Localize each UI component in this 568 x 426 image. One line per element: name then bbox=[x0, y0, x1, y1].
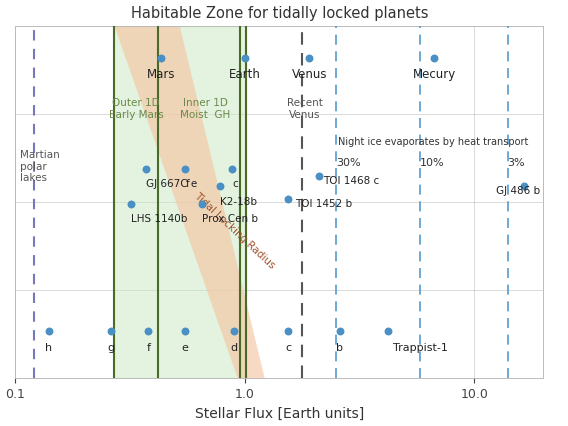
Text: b: b bbox=[336, 343, 344, 353]
Point bbox=[141, 165, 151, 172]
Text: 3%: 3% bbox=[508, 158, 525, 168]
Point bbox=[284, 195, 293, 202]
Point bbox=[314, 172, 323, 179]
Text: Mecury: Mecury bbox=[412, 68, 456, 81]
Title: Habitable Zone for tidally locked planets: Habitable Zone for tidally locked planet… bbox=[131, 6, 428, 20]
Text: c: c bbox=[232, 179, 238, 189]
Point bbox=[156, 54, 165, 61]
Bar bbox=[114, 26, 246, 378]
Text: f: f bbox=[147, 343, 151, 353]
Text: TOI 1452 b: TOI 1452 b bbox=[295, 199, 352, 208]
Text: LHS 1140b: LHS 1140b bbox=[131, 214, 187, 225]
Text: c: c bbox=[285, 343, 291, 353]
Point bbox=[181, 165, 190, 172]
Point bbox=[181, 327, 190, 334]
Point bbox=[520, 183, 529, 190]
Point bbox=[44, 327, 53, 334]
Text: d: d bbox=[231, 343, 238, 353]
Point bbox=[304, 54, 314, 61]
Text: Venus: Venus bbox=[291, 68, 327, 81]
Text: f: f bbox=[185, 179, 189, 189]
Point bbox=[284, 327, 293, 334]
X-axis label: Stellar Flux [Earth units]: Stellar Flux [Earth units] bbox=[195, 406, 364, 420]
Text: Inner 1D
Moist  GH: Inner 1D Moist GH bbox=[180, 98, 230, 120]
Text: Tidal Locking Radius: Tidal Locking Radius bbox=[192, 190, 277, 270]
Text: Night ice evaporates by heat transport: Night ice evaporates by heat transport bbox=[338, 138, 528, 147]
Text: Mars: Mars bbox=[147, 68, 175, 81]
Text: 10%: 10% bbox=[420, 158, 445, 168]
Text: TOI 1468 c: TOI 1468 c bbox=[323, 176, 379, 186]
Text: GJ 486 b: GJ 486 b bbox=[496, 186, 541, 196]
Text: Recent
Venus: Recent Venus bbox=[286, 98, 323, 120]
Point bbox=[430, 54, 439, 61]
Text: Earth: Earth bbox=[229, 68, 261, 81]
Point bbox=[228, 165, 237, 172]
Text: h: h bbox=[45, 343, 53, 353]
Point bbox=[336, 327, 345, 334]
Text: Trappist-1: Trappist-1 bbox=[392, 343, 448, 353]
Text: K2-18b: K2-18b bbox=[220, 197, 257, 207]
Point bbox=[127, 200, 136, 207]
Text: Outer 1D
Early Mars: Outer 1D Early Mars bbox=[108, 98, 163, 120]
Point bbox=[383, 327, 392, 334]
Point bbox=[144, 327, 153, 334]
Point bbox=[106, 327, 115, 334]
Point bbox=[230, 327, 239, 334]
Text: Prox.Cen b: Prox.Cen b bbox=[202, 214, 258, 225]
Text: 30%: 30% bbox=[336, 158, 361, 168]
Text: g: g bbox=[107, 343, 114, 353]
Text: GJ 667C e: GJ 667C e bbox=[146, 179, 197, 189]
Text: e: e bbox=[182, 343, 189, 353]
Point bbox=[197, 200, 206, 207]
Point bbox=[240, 54, 249, 61]
Point bbox=[215, 183, 224, 190]
Polygon shape bbox=[114, 26, 265, 378]
Text: Martian
polar
lakes: Martian polar lakes bbox=[20, 150, 60, 184]
